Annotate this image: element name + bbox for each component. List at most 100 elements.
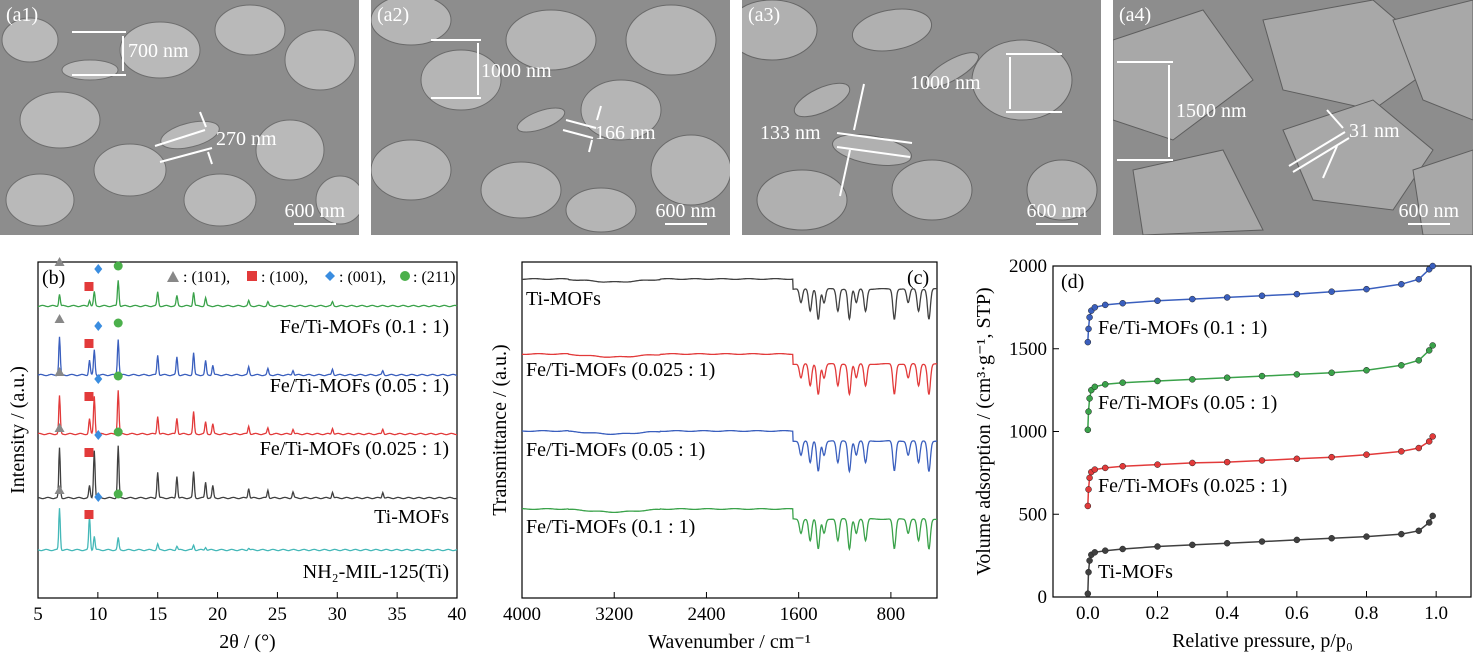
y-tick-label: 1000 [1009, 422, 1047, 443]
thickness-label: 1000 nm [481, 60, 552, 82]
isotherm-point [1091, 549, 1099, 556]
isotherm-point [1084, 502, 1092, 510]
isotherm-point [1429, 342, 1436, 349]
sem-panel-a3: (a3) 1000 nm 133 nm 600 nm [742, 0, 1101, 235]
isotherm-point [1189, 295, 1196, 303]
x-tick-label: 0.0 [1076, 603, 1100, 624]
sem-panel-a2: (a2) 1000 nm 166 nm 600 nm [371, 0, 730, 235]
isotherm-point [1293, 371, 1301, 378]
legend-marker-101 [167, 271, 179, 282]
panel-label-a1: (a1) [6, 4, 39, 26]
series-label: Ti-MOFs [526, 288, 601, 310]
legend-label: : (100), [261, 269, 308, 286]
isotherm-point [1189, 541, 1196, 549]
isotherm-point [1119, 545, 1126, 553]
isotherm-point [1415, 527, 1422, 535]
peak-marker-101 [54, 367, 65, 376]
isotherm-point [1429, 433, 1436, 440]
x-axis-label: Relative pressure, p/p₀ [1172, 630, 1353, 652]
scale-bar-label: 600 nm [1398, 200, 1459, 222]
thickness-label: 166 nm [595, 122, 656, 144]
isotherm-point [1258, 292, 1266, 300]
isotherm-point [1363, 285, 1370, 293]
peak-marker-001 [94, 264, 103, 274]
y-tick-label: 1500 [1009, 339, 1047, 360]
x-tick-label: 35 [388, 604, 407, 625]
thickness-label: 133 nm [760, 122, 821, 144]
isotherm-point [1102, 547, 1109, 554]
isotherm-point [1328, 369, 1335, 376]
series-label: Fe/Ti-MOFs (0.025 : 1) [260, 438, 449, 460]
scale-bar-label: 600 nm [284, 200, 345, 222]
plot-frame [521, 261, 938, 599]
isotherm-point [1086, 557, 1093, 564]
isotherm-point [1154, 297, 1161, 305]
isotherm-point [1398, 448, 1405, 455]
isotherm-point [1258, 538, 1266, 545]
peak-marker-100 [84, 448, 94, 457]
isotherm-point [1415, 444, 1422, 452]
panel-label-a2: (a2) [377, 4, 410, 26]
isotherm-point [1119, 299, 1126, 307]
isotherm-point [1258, 372, 1266, 380]
x-tick-label: 3200 [595, 604, 633, 625]
ftir-series-line [522, 352, 938, 397]
peak-marker-100 [84, 392, 94, 401]
legend-marker-001 [325, 271, 335, 281]
thickness-label: 31 nm [1349, 120, 1400, 142]
x-tick-label: 10 [88, 604, 107, 625]
sem-panel-a4: (a4) 1500 nm 31 nm 600 nm [1113, 0, 1473, 235]
sem-micrograph-a2 [371, 0, 730, 233]
peak-marker-211 [113, 261, 123, 271]
x-tick-label: 0.2 [1146, 603, 1170, 624]
isotherm-point [1429, 512, 1436, 520]
y-tick-label: 0 [1038, 587, 1048, 608]
peak-marker-211 [113, 427, 123, 437]
isotherm-point [1398, 280, 1405, 288]
x-tick-label: 1.0 [1424, 603, 1448, 624]
x-tick-label: 2400 [687, 604, 725, 625]
isotherm-point [1154, 543, 1161, 550]
peak-marker-001 [94, 430, 103, 440]
isotherm-point [1086, 395, 1093, 402]
series-label: Ti-MOFs [374, 506, 449, 528]
y-axis-label: Transmittance / (a.u.) [489, 344, 511, 515]
y-axis-label: Volume adsorption / (cm³·g⁻¹, STP) [973, 287, 995, 575]
sem-micrograph-a3 [742, 0, 1098, 231]
xrd-series-line [37, 508, 458, 552]
isotherm-point [1084, 426, 1092, 434]
peak-marker-100 [84, 339, 94, 348]
isotherm-point [1085, 486, 1092, 493]
isotherm-point [1085, 408, 1092, 415]
isotherm-point [1363, 533, 1370, 540]
peak-marker-101 [54, 485, 65, 494]
x-tick-label: 15 [148, 604, 167, 625]
series-label: Fe/Ti-MOFs (0.025 : 1) [526, 359, 715, 381]
scale-bar: 600 nm [1026, 200, 1087, 225]
plot-frame [1052, 265, 1472, 598]
x-tick-label: 800 [877, 604, 906, 625]
peak-marker-101 [54, 423, 65, 432]
isotherm-point [1293, 536, 1301, 544]
sem-panel-a1: (a1) 700 nm 270 nm 600 nm [0, 0, 359, 235]
series-label: NH₂-MIL-125(Ti) [303, 561, 449, 583]
isotherm-chart: 0.0 0.2 0.4 0.6 0.8 1.0 0 500 1000 1500 2000 Relati… [973, 256, 1472, 652]
peak-marker-001 [94, 492, 103, 502]
x-tick-label: 30 [328, 604, 347, 625]
series-label: Fe/Ti-MOFs (0.1 : 1) [280, 316, 449, 338]
y-tick-label: 500 [1019, 504, 1048, 525]
xrd-series-line [37, 445, 458, 500]
plot-frame [37, 261, 458, 599]
scale-bar: 600 nm [284, 200, 345, 225]
x-tick-label: 0.4 [1215, 603, 1239, 624]
isotherm-point [1102, 381, 1109, 388]
xrd-series-line [37, 336, 458, 377]
thickness-label: 700 nm [128, 40, 189, 62]
panel-label: (b) [42, 267, 65, 289]
x-tick-label: 1600 [780, 604, 818, 625]
isotherm-point [1086, 474, 1093, 482]
isotherm-point [1119, 463, 1126, 470]
x-tick-label: 5 [33, 604, 43, 625]
xrd-chart: 5 10 15 20 25 30 35 40 2θ / (°) Intensity / (a.u.… [7, 257, 467, 653]
isotherm-point [1293, 455, 1301, 463]
